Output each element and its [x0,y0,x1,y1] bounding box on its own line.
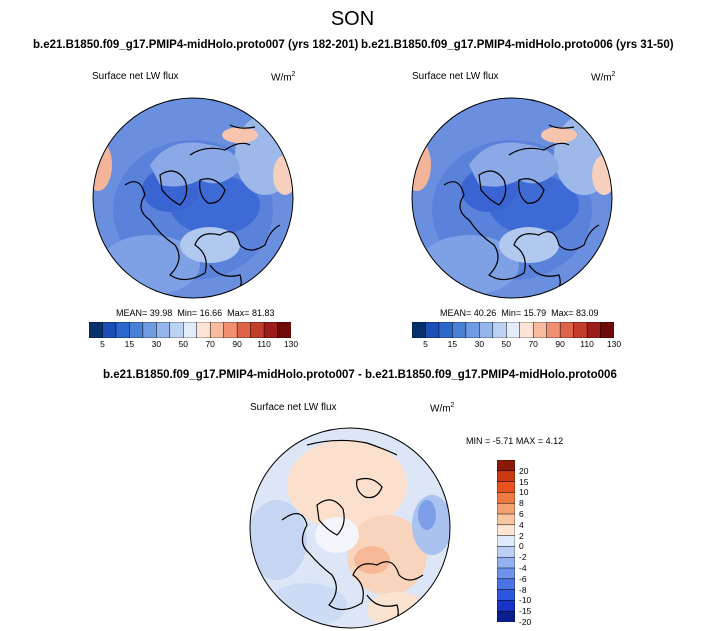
colorbar-tick-label: 50 [501,339,511,349]
panel-1-map [92,97,294,299]
colorbar-swatch [497,578,515,591]
colorbar-tick-label: 30 [474,339,485,349]
colorbar-tick-label: 30 [151,339,162,349]
panel-1-variable-label: Surface net LW flux [92,71,179,82]
colorbar-tick-label: -20 [519,617,532,627]
colorbar-tick-label: 8 [519,498,524,509]
diff-panel-colorbar [497,460,515,622]
colorbar-swatch [115,322,130,338]
colorbar-swatch [519,322,534,338]
colorbar-swatch [573,322,588,338]
panel-2-colorbar-ticks: 5 15 30 50 70 90 110 130 [412,339,621,351]
colorbar-swatch [263,322,279,338]
colorbar-swatch [250,322,265,338]
colorbar-tick-label: 20 [519,465,529,476]
diff-panel-units: W/m2 [430,402,455,415]
colorbar-swatch [497,460,515,472]
panel-2-colorbar [412,322,614,338]
colorbar-swatch [546,322,561,338]
panel-1-units: W/m2 [271,71,296,84]
colorbar-tick-label: 5 [100,339,105,349]
colorbar-tick-label: -8 [519,584,527,595]
colorbar-swatch [183,322,198,338]
colorbar-swatch [497,470,515,483]
colorbar-tick-label: 70 [528,339,538,349]
diff-panel-map [249,427,451,629]
colorbar-tick-label: -4 [519,563,527,573]
panel-2-variable-label: Surface net LW flux [412,71,499,82]
colorbar-swatch [129,322,144,338]
diff-panel-stats: MIN = -5.71 MAX = 4.12 [466,436,564,446]
colorbar-tick-label: 15 [124,339,135,349]
colorbar-swatch [196,322,211,338]
colorbar-swatch [506,322,521,338]
colorbar-swatch [497,589,515,601]
colorbar-tick-label: 110 [580,339,594,349]
panel-2-map [411,97,613,299]
colorbar-swatch [497,535,515,547]
panel-1-stats: MEAN= 39.98 Min= 16.66 Max= 81.83 [116,308,275,318]
colorbar-tick-label: 15 [519,476,529,487]
colorbar-tick-label: 15 [447,339,458,349]
panel-2-units: W/m2 [591,71,616,84]
colorbar-swatch [236,322,252,338]
colorbar-swatch [438,322,453,338]
colorbar-tick-label: -15 [519,606,532,617]
colorbar-tick-label: 5 [423,339,428,349]
colorbar-swatch [532,322,548,338]
panel-1-colorbar [89,322,291,338]
colorbar-swatch [497,513,515,526]
colorbar-tick-label: 0 [519,541,524,552]
diff-panel-colorbar-ticks: 20 15 10 8 6 4 2 0 -2 -4 -6 -8 -10 -15 -20 [519,460,549,627]
colorbar-swatch [497,610,515,622]
colorbar-swatch [559,322,575,338]
colorbar-swatch [497,546,515,558]
panel-1-colorbar-ticks: 5 15 30 50 70 90 110 130 [89,339,298,351]
colorbar-tick-label: 90 [232,339,242,349]
colorbar-swatch [169,322,184,338]
panel-2-stats: MEAN= 40.26 Min= 15.79 Max= 83.09 [440,308,599,318]
colorbar-swatch [89,322,104,338]
colorbar-swatch [465,322,480,338]
colorbar-swatch [497,481,515,493]
colorbar-tick-label: 6 [519,509,524,519]
colorbar-swatch [586,322,602,338]
colorbar-swatch [452,322,467,338]
panel-2-subtitle: b.e21.B1850.f09_g17.PMIP4-midHolo.proto0… [361,39,674,51]
colorbar-tick-label: -6 [519,573,527,584]
colorbar-tick-label: 10 [519,487,529,498]
colorbar-tick-label: 50 [178,339,188,349]
colorbar-swatch [479,322,494,338]
colorbar-swatch [497,502,515,515]
colorbar-tick-label: -2 [519,552,527,563]
colorbar-swatch [492,322,507,338]
colorbar-swatch [497,567,515,580]
colorbar-tick-label: -10 [519,595,532,606]
colorbar-tick-label: 70 [205,339,215,349]
colorbar-swatch [425,322,440,338]
colorbar-tick-label: 4 [519,519,524,530]
colorbar-tick-label: 130 [283,339,299,349]
colorbar-swatch [600,322,614,338]
diff-panel-variable-label: Surface net LW flux [250,402,337,413]
colorbar-swatch [497,556,515,569]
colorbar-swatch [412,322,427,338]
panel-1-subtitle: b.e21.B1850.f09_g17.PMIP4-midHolo.proto0… [33,39,359,51]
colorbar-swatch [277,322,291,338]
diff-panel-subtitle: b.e21.B1850.f09_g17.PMIP4-midHolo.proto0… [103,369,617,381]
colorbar-tick-label: 110 [257,339,271,349]
colorbar-tick-label: 90 [555,339,565,349]
colorbar-swatch [209,322,225,338]
colorbar-swatch [497,600,515,612]
colorbar-swatch [497,524,515,537]
colorbar-swatch [156,322,171,338]
colorbar-swatch [497,492,515,504]
colorbar-swatch [142,322,157,338]
figure-title: SON [330,8,375,30]
colorbar-tick-label: 2 [519,530,524,541]
colorbar-swatch [223,322,238,338]
colorbar-swatch [102,322,117,338]
colorbar-tick-label: 130 [606,339,622,349]
